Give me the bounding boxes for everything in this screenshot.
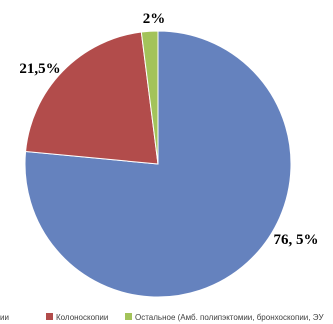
data-labels: 76, 5% 21,5% 2% <box>19 11 318 248</box>
data-label-2: 2% <box>143 11 166 27</box>
pie-slices <box>24 30 292 298</box>
legend-leading-fragment: ии <box>0 313 9 322</box>
legend-label-colonoscopy: Колоноскопии <box>56 313 108 322</box>
legend-label-other: Остальное (Амб. полипэктомии, бронхоскоп… <box>135 313 324 322</box>
data-label-1: 21,5% <box>19 61 60 77</box>
data-label-0: 76, 5% <box>274 232 319 248</box>
pie-slice-2 <box>140 30 159 165</box>
legend: ии Колоноскопии Остальное (Амб. полипэкт… <box>0 313 324 322</box>
legend-swatch-colonoscopy <box>46 313 53 320</box>
pie-slice-1 <box>25 31 159 165</box>
legend-swatch-other <box>125 313 132 320</box>
